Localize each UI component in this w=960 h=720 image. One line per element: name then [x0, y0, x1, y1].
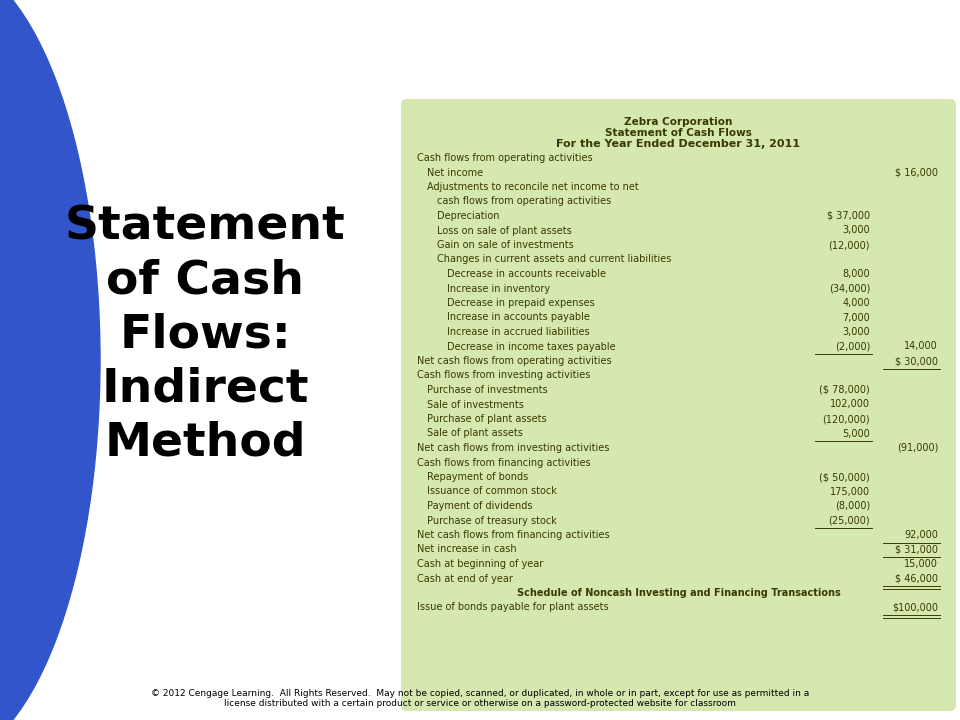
Text: Statement of Cash Flows: Statement of Cash Flows	[605, 128, 752, 138]
Text: Purchase of investments: Purchase of investments	[427, 385, 547, 395]
Text: 14,000: 14,000	[904, 341, 938, 351]
Text: 102,000: 102,000	[830, 400, 870, 410]
Text: Purchase of treasury stock: Purchase of treasury stock	[427, 516, 557, 526]
Text: Depreciation: Depreciation	[437, 211, 499, 221]
Text: $ 37,000: $ 37,000	[827, 211, 870, 221]
Text: Net cash flows from operating activities: Net cash flows from operating activities	[417, 356, 612, 366]
Text: 92,000: 92,000	[904, 530, 938, 540]
Text: Net income: Net income	[427, 168, 483, 178]
Text: (12,000): (12,000)	[828, 240, 870, 250]
Text: ($ 78,000): ($ 78,000)	[819, 385, 870, 395]
Text: Zebra Corporation: Zebra Corporation	[624, 117, 732, 127]
Text: (120,000): (120,000)	[823, 414, 870, 424]
Text: (25,000): (25,000)	[828, 516, 870, 526]
Text: Repayment of bonds: Repayment of bonds	[427, 472, 528, 482]
Text: Sale of plant assets: Sale of plant assets	[427, 428, 523, 438]
Text: Cash at beginning of year: Cash at beginning of year	[417, 559, 543, 569]
Text: Loss on sale of plant assets: Loss on sale of plant assets	[437, 225, 572, 235]
Text: Decrease in accounts receivable: Decrease in accounts receivable	[447, 269, 606, 279]
Text: (91,000): (91,000)	[897, 443, 938, 453]
Text: Cash flows from financing activities: Cash flows from financing activities	[417, 457, 590, 467]
Text: 4,000: 4,000	[842, 298, 870, 308]
Text: $100,000: $100,000	[892, 603, 938, 613]
Text: Issue of bonds payable for plant assets: Issue of bonds payable for plant assets	[417, 603, 609, 613]
Ellipse shape	[0, 0, 100, 720]
Text: 3,000: 3,000	[842, 327, 870, 337]
Text: 3,000: 3,000	[842, 225, 870, 235]
Text: ($ 50,000): ($ 50,000)	[819, 472, 870, 482]
Text: (34,000): (34,000)	[828, 284, 870, 294]
Text: 7,000: 7,000	[842, 312, 870, 323]
Text: Payment of dividends: Payment of dividends	[427, 501, 533, 511]
Text: Statement
of Cash
Flows:
Indirect
Method: Statement of Cash Flows: Indirect Method	[64, 205, 346, 465]
Text: Adjustments to reconcile net income to net: Adjustments to reconcile net income to n…	[427, 182, 638, 192]
Text: Decrease in prepaid expenses: Decrease in prepaid expenses	[447, 298, 595, 308]
Text: Changes in current assets and current liabilities: Changes in current assets and current li…	[437, 254, 671, 264]
Text: Net cash flows from investing activities: Net cash flows from investing activities	[417, 443, 610, 453]
Text: $ 16,000: $ 16,000	[895, 168, 938, 178]
Text: Increase in accrued liabilities: Increase in accrued liabilities	[447, 327, 589, 337]
Text: © 2012 Cengage Learning.  All Rights Reserved.  May not be copied, scanned, or d: © 2012 Cengage Learning. All Rights Rese…	[151, 689, 809, 698]
Text: $ 30,000: $ 30,000	[895, 356, 938, 366]
Text: 5,000: 5,000	[842, 428, 870, 438]
Text: Sale of investments: Sale of investments	[427, 400, 524, 410]
Text: 175,000: 175,000	[829, 487, 870, 497]
FancyBboxPatch shape	[401, 99, 956, 711]
Text: Net increase in cash: Net increase in cash	[417, 544, 516, 554]
Text: license distributed with a certain product or service or otherwise on a password: license distributed with a certain produ…	[224, 699, 736, 708]
Text: Purchase of plant assets: Purchase of plant assets	[427, 414, 546, 424]
Text: $ 31,000: $ 31,000	[895, 544, 938, 554]
Text: Increase in inventory: Increase in inventory	[447, 284, 550, 294]
Text: Cash flows from investing activities: Cash flows from investing activities	[417, 371, 590, 380]
Text: Cash at end of year: Cash at end of year	[417, 574, 513, 583]
Text: Cash flows from operating activities: Cash flows from operating activities	[417, 153, 592, 163]
Text: Decrease in income taxes payable: Decrease in income taxes payable	[447, 341, 615, 351]
Text: cash flows from operating activities: cash flows from operating activities	[437, 197, 612, 207]
Text: Issuance of common stock: Issuance of common stock	[427, 487, 557, 497]
Text: Schedule of Noncash Investing and Financing Transactions: Schedule of Noncash Investing and Financ…	[516, 588, 840, 598]
Text: Increase in accounts payable: Increase in accounts payable	[447, 312, 589, 323]
Text: (8,000): (8,000)	[835, 501, 870, 511]
Text: (2,000): (2,000)	[834, 341, 870, 351]
Text: Net cash flows from financing activities: Net cash flows from financing activities	[417, 530, 610, 540]
Text: 15,000: 15,000	[904, 559, 938, 569]
Text: For the Year Ended December 31, 2011: For the Year Ended December 31, 2011	[557, 139, 801, 149]
Text: 8,000: 8,000	[842, 269, 870, 279]
Text: $ 46,000: $ 46,000	[895, 574, 938, 583]
Text: Gain on sale of investments: Gain on sale of investments	[437, 240, 574, 250]
